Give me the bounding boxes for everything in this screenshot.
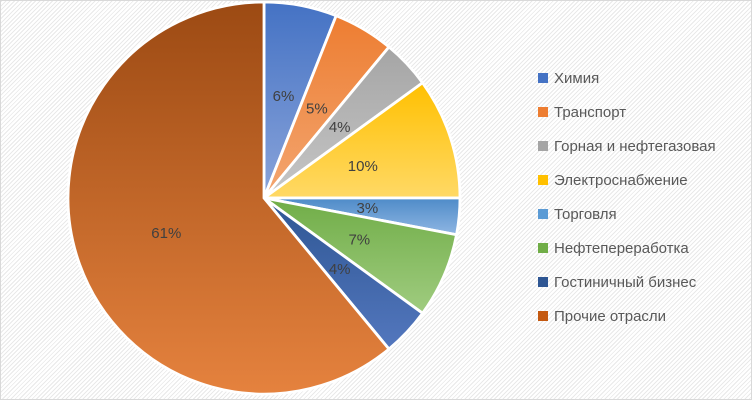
- pie-data-label-3: 10%: [348, 158, 378, 175]
- pie-data-label-4: 3%: [357, 200, 379, 217]
- legend-item-1[interactable]: Транспорт: [538, 95, 748, 129]
- legend-swatch-icon: [538, 311, 548, 321]
- legend-swatch-icon: [538, 73, 548, 83]
- legend-item-2[interactable]: Горная и нефтегазовая: [538, 129, 748, 163]
- legend-swatch-icon: [538, 175, 548, 185]
- legend-label: Горная и нефтегазовая: [554, 137, 716, 155]
- legend-item-7[interactable]: Прочие отрасли: [538, 299, 748, 333]
- legend-item-0[interactable]: Химия: [538, 61, 748, 95]
- legend-item-3[interactable]: Электроснабжение: [538, 163, 748, 197]
- legend-label: Электроснабжение: [554, 171, 688, 189]
- legend-label: Нефтепереработка: [554, 239, 689, 257]
- legend-item-4[interactable]: Торговля: [538, 197, 748, 231]
- legend-label: Химия: [554, 69, 600, 87]
- legend-item-6[interactable]: Гостиничный бизнес: [538, 265, 748, 299]
- legend-swatch-icon: [538, 243, 548, 253]
- pie-data-label-2: 4%: [329, 119, 351, 136]
- legend-label: Прочие отрасли: [554, 307, 667, 325]
- legend-label: Гостиничный бизнес: [554, 273, 697, 291]
- legend-swatch-icon: [538, 277, 548, 287]
- pie-slice-7[interactable]: [66, 0, 391, 396]
- pie-data-label-6: 4%: [329, 261, 351, 278]
- legend-swatch-icon: [538, 107, 548, 117]
- legend-item-5[interactable]: Нефтепереработка: [538, 231, 748, 265]
- pie-data-label-0: 6%: [273, 88, 295, 105]
- chart-legend: Химия Транспорт Горная и нефтегазовая Элект…: [538, 61, 748, 333]
- pie-data-label-7: 61%: [151, 225, 181, 242]
- legend-label: Торговля: [554, 205, 617, 223]
- legend-label: Транспорт: [554, 103, 627, 121]
- legend-swatch-icon: [538, 209, 548, 219]
- pie-data-label-1: 5%: [306, 101, 328, 118]
- pie-slice-3[interactable]: [259, 80, 462, 200]
- legend-swatch-icon: [538, 141, 548, 151]
- pie-data-label-5: 7%: [348, 231, 370, 248]
